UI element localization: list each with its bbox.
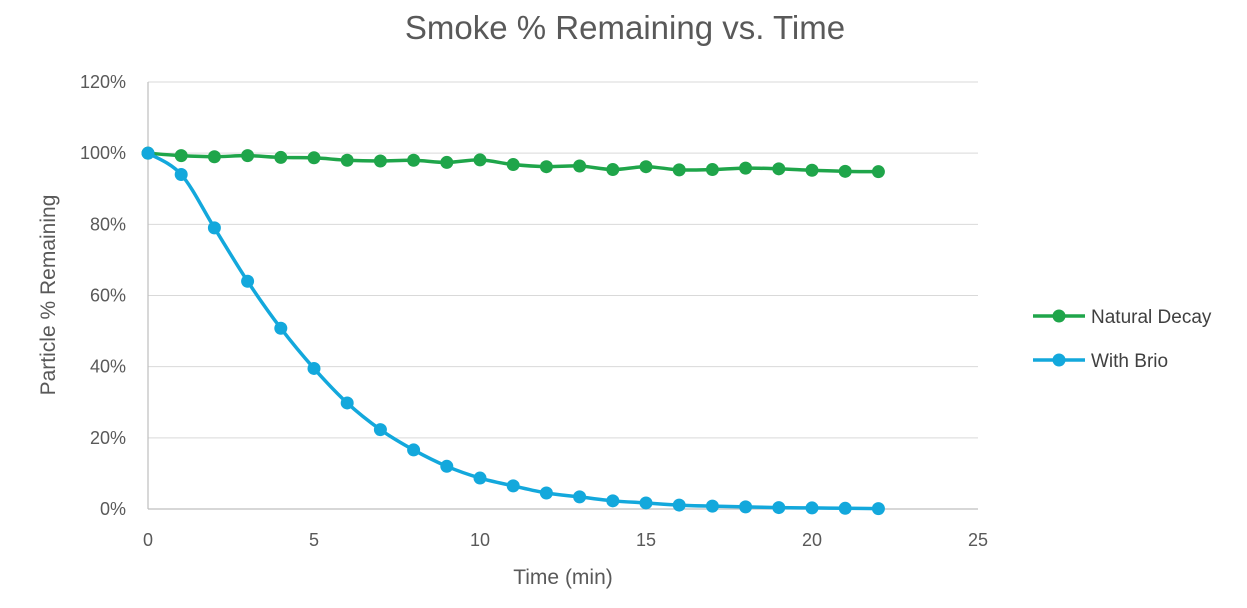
data-point bbox=[207, 150, 221, 164]
x-tick-label: 15 bbox=[636, 530, 656, 550]
data-point bbox=[473, 153, 487, 167]
data-point bbox=[307, 361, 321, 375]
series-line bbox=[146, 151, 881, 511]
series-with-brio bbox=[141, 146, 885, 516]
data-point bbox=[307, 151, 321, 165]
data-point bbox=[739, 161, 753, 175]
data-point bbox=[606, 494, 620, 508]
data-point bbox=[141, 146, 155, 160]
data-point bbox=[573, 159, 587, 173]
chart-title: Smoke % Remaining vs. Time bbox=[405, 9, 845, 46]
data-point bbox=[373, 154, 387, 168]
legend-label: Natural Decay bbox=[1091, 307, 1212, 328]
data-point bbox=[407, 153, 421, 167]
legend: Natural Decay With Brio bbox=[1033, 307, 1212, 372]
series-natural-decay bbox=[141, 146, 885, 179]
data-point bbox=[506, 479, 520, 493]
data-point bbox=[207, 221, 221, 235]
data-point bbox=[407, 443, 421, 457]
data-point bbox=[241, 274, 255, 288]
data-point bbox=[174, 168, 188, 182]
data-point bbox=[506, 158, 520, 172]
data-point bbox=[838, 501, 852, 515]
gridlines bbox=[148, 81, 978, 439]
data-point bbox=[440, 459, 454, 473]
data-point bbox=[539, 160, 553, 174]
data-point bbox=[241, 149, 255, 163]
data-point bbox=[274, 321, 288, 335]
legend-label: With Brio bbox=[1091, 351, 1168, 372]
x-tick-label: 10 bbox=[470, 530, 490, 550]
data-point bbox=[174, 149, 188, 163]
data-point bbox=[871, 165, 885, 179]
legend-marker bbox=[1052, 353, 1066, 367]
data-point bbox=[805, 163, 819, 177]
legend-item: With Brio bbox=[1033, 351, 1168, 372]
data-point bbox=[838, 164, 852, 178]
x-axis-title: Time (min) bbox=[513, 566, 613, 589]
y-tick-label: 100% bbox=[80, 143, 126, 163]
data-point bbox=[705, 499, 719, 513]
data-point bbox=[639, 496, 653, 510]
data-point bbox=[340, 153, 354, 167]
data-point bbox=[340, 396, 354, 410]
data-point bbox=[539, 486, 553, 500]
data-point bbox=[639, 160, 653, 174]
x-tick-label: 25 bbox=[968, 530, 988, 550]
data-point bbox=[672, 163, 686, 177]
data-point bbox=[473, 471, 487, 485]
y-tick-label: 40% bbox=[90, 357, 126, 377]
legend-item: Natural Decay bbox=[1033, 307, 1212, 328]
legend-marker bbox=[1052, 309, 1066, 323]
y-axis-title: Particle % Remaining bbox=[37, 195, 60, 396]
x-tick-label: 20 bbox=[802, 530, 822, 550]
data-point bbox=[440, 155, 454, 169]
data-point bbox=[705, 163, 719, 177]
data-point bbox=[274, 150, 288, 164]
data-point bbox=[672, 498, 686, 512]
data-point bbox=[772, 501, 786, 515]
series-group bbox=[141, 146, 885, 516]
y-tick-label: 120% bbox=[80, 72, 126, 92]
data-point bbox=[805, 501, 819, 515]
y-tick-label: 0% bbox=[100, 499, 126, 519]
data-point bbox=[573, 490, 587, 504]
data-point bbox=[373, 423, 387, 437]
y-tick-label: 20% bbox=[90, 428, 126, 448]
data-point bbox=[739, 500, 753, 514]
x-tick-label: 0 bbox=[143, 530, 153, 550]
x-tick-label: 5 bbox=[309, 530, 319, 550]
y-tick-label: 60% bbox=[90, 286, 126, 306]
data-point bbox=[606, 163, 620, 177]
data-point bbox=[871, 502, 885, 516]
data-point bbox=[772, 162, 786, 176]
y-tick-label: 80% bbox=[90, 214, 126, 234]
tick-labels: 0% 20% 40% 60% 80% 100% 120% 0 5 10 15 20 25 bbox=[80, 72, 988, 550]
